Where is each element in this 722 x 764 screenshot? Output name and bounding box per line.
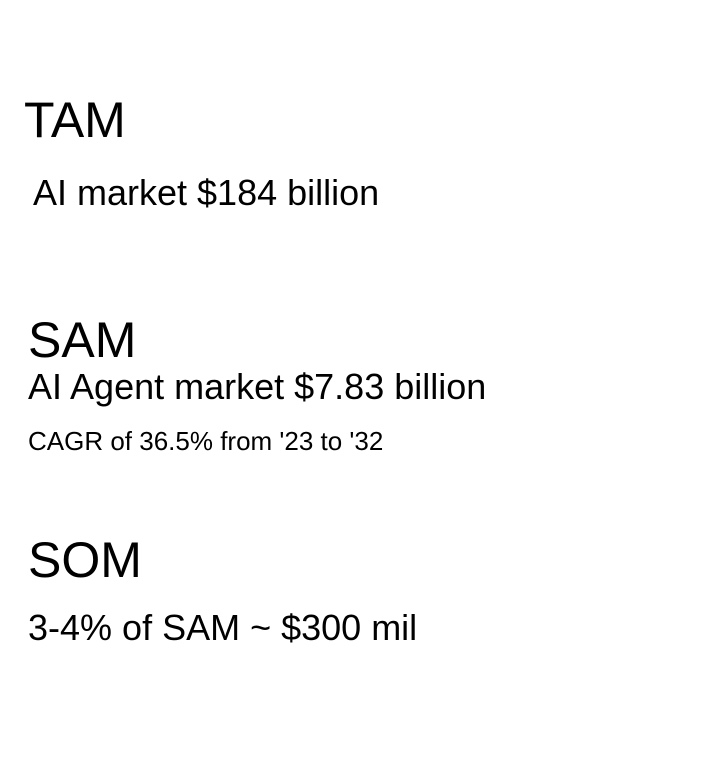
som-heading: SOM bbox=[28, 532, 142, 588]
som-description: 3-4% of SAM ~ $300 mil bbox=[28, 607, 418, 648]
sam-heading: SAM bbox=[28, 312, 137, 368]
tam-description: AI market $184 billion bbox=[33, 172, 380, 213]
sam-cagr-note: CAGR of 36.5% from '23 to '32 bbox=[28, 426, 384, 456]
tam-heading: TAM bbox=[24, 92, 126, 148]
sam-description: AI Agent market $7.83 billion bbox=[28, 366, 487, 407]
